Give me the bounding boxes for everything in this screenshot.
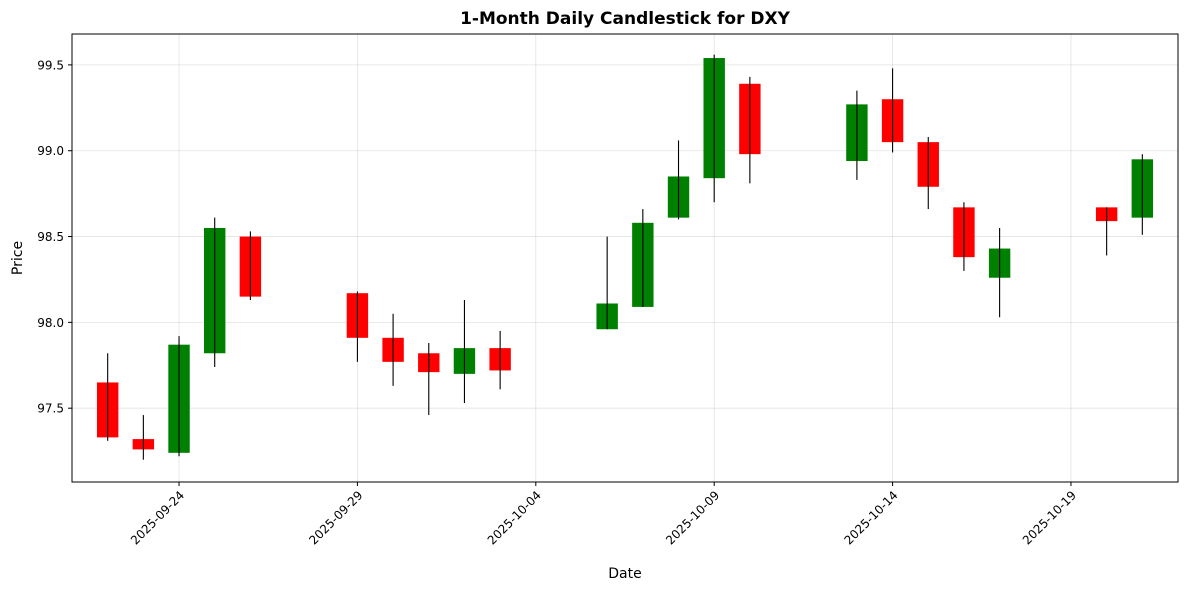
- candle-down: [239, 231, 262, 301]
- x-axis-label: Date: [608, 566, 641, 582]
- candle-up: [1131, 154, 1154, 235]
- candle-down: [917, 136, 939, 210]
- candle-up: [846, 90, 868, 180]
- candle-up: [168, 336, 190, 457]
- candle-up: [988, 227, 1011, 318]
- y-tick-label: 97.5: [37, 402, 64, 416]
- candle-up: [453, 300, 476, 404]
- x-tick-label: 2025-10-19: [1020, 488, 1079, 547]
- y-tick-label: 99.5: [37, 58, 64, 72]
- candle-down: [418, 342, 440, 416]
- x-tick-label: 2025-10-09: [663, 488, 722, 547]
- y-tick-label: 98.0: [37, 316, 64, 330]
- candles: [96, 54, 1154, 460]
- y-tick-label: 99.0: [37, 144, 64, 158]
- x-tick-label: 2025-09-29: [306, 488, 365, 547]
- grid: [72, 34, 1178, 482]
- x-tick-label: 2025-10-14: [841, 488, 900, 547]
- candle-up: [632, 209, 654, 307]
- axes: 97.5 98.0 98.5 99.0 99.5 2025-09-24 2025-09-29…: [37, 58, 1079, 547]
- y-axis-label: Price: [10, 241, 26, 275]
- candle-down: [489, 330, 511, 390]
- candle-up: [703, 54, 725, 203]
- x-tick-label: 2025-10-04: [485, 488, 544, 547]
- candle-up: [204, 217, 226, 367]
- candle-down: [953, 202, 975, 271]
- candle-down: [881, 68, 904, 153]
- candle-down: [1095, 207, 1118, 256]
- candle-down: [346, 291, 369, 362]
- plot-frame: [71, 33, 1179, 483]
- y-tick-label: 98.5: [37, 230, 64, 244]
- candle-down: [132, 415, 155, 460]
- candle-down: [382, 313, 404, 386]
- candle-down: [739, 76, 761, 184]
- chart-title: 1-Month Daily Candlestick for DXY: [460, 9, 791, 29]
- candle-up: [596, 236, 618, 330]
- x-tick-label: 2025-09-24: [128, 488, 187, 547]
- candle-down: [96, 353, 119, 441]
- candle-up: [667, 140, 690, 220]
